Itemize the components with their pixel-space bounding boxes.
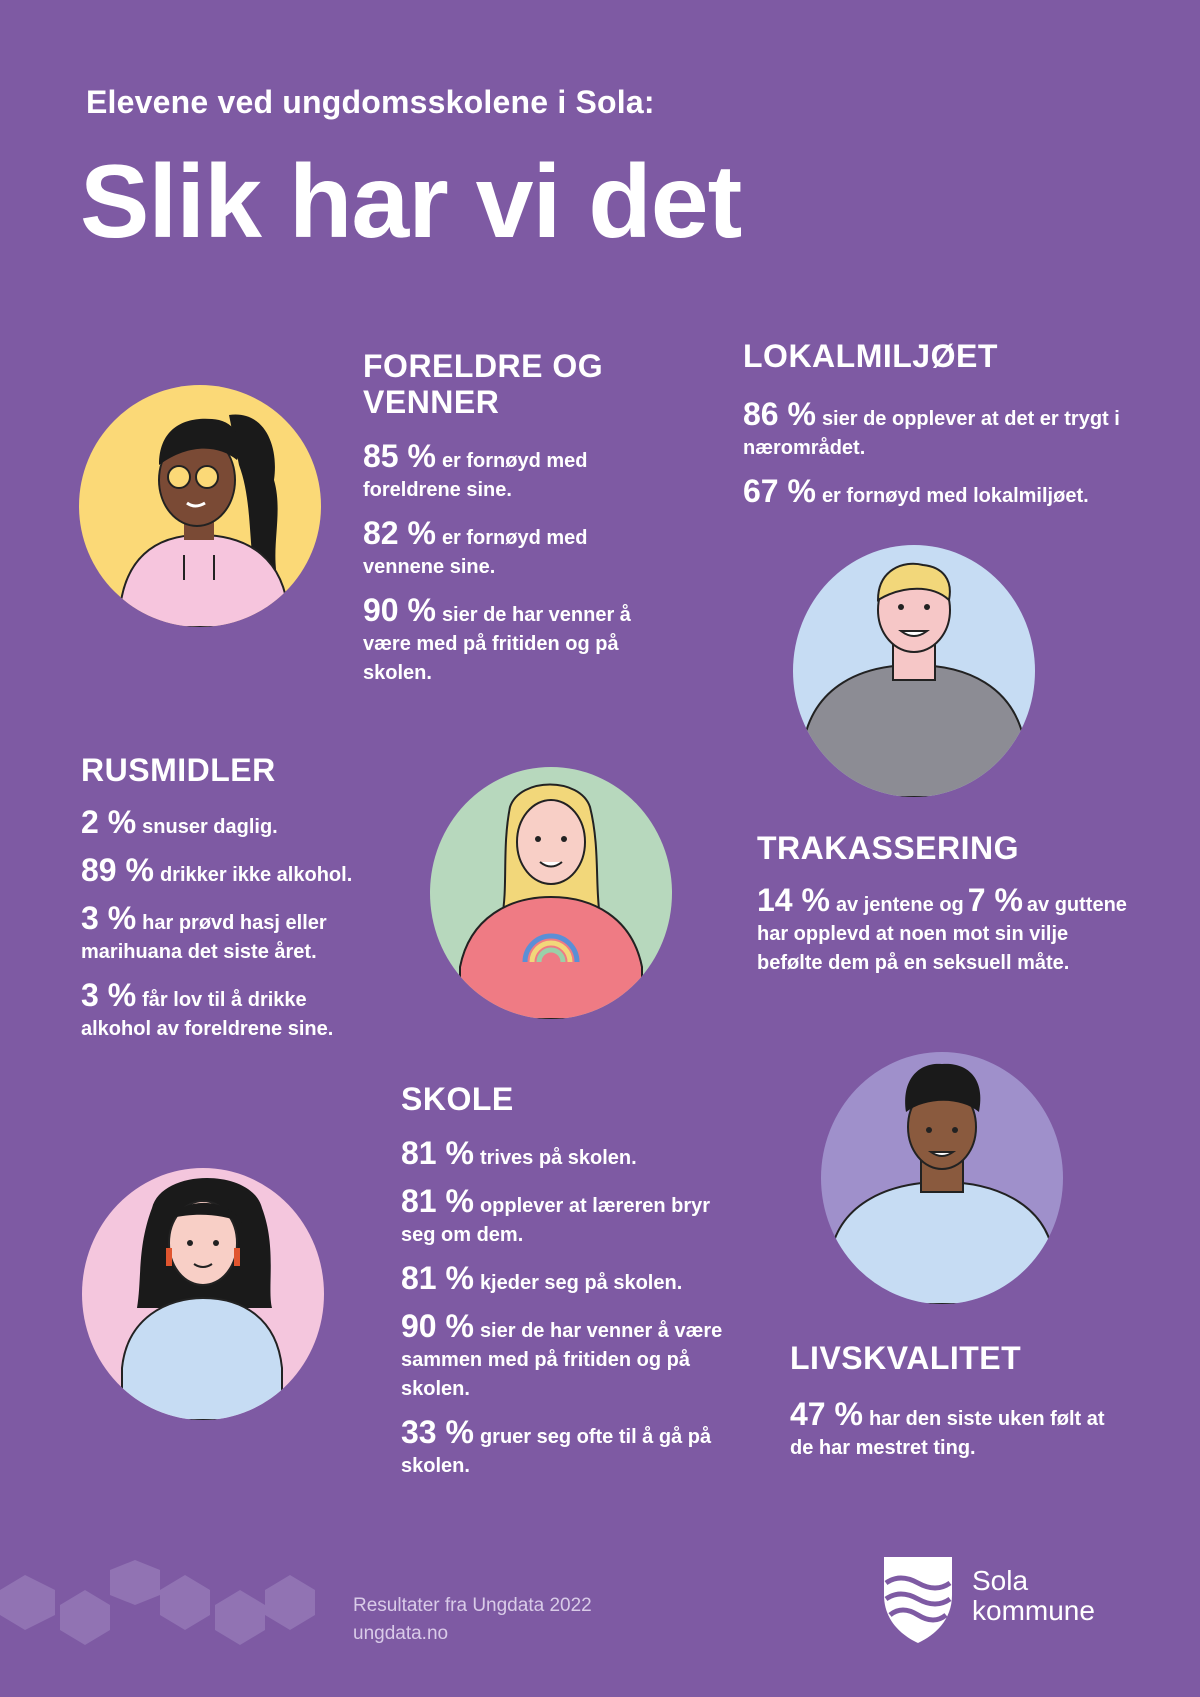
stat-item: 33 % gruer seg ofte til å gå på skolen.: [401, 1414, 712, 1477]
section-rusmidler: RUSMIDLER 2 % snuser daglig. 89 % drikker …: [81, 752, 401, 1044]
footer-source: Resultater fra Ungdata 2022 ungdata.no: [353, 1595, 592, 1644]
logo-text: Sola kommune: [972, 1565, 1095, 1626]
stat-item: 89 % drikker ikke alkohol.: [81, 852, 353, 888]
stat-item: 90 % sier de har venner å være med på fri…: [363, 592, 631, 684]
stat-item: 82 % er fornøyd med vennene sine.: [363, 515, 588, 578]
decorative-hex-pattern: [0, 1560, 330, 1675]
page-subtitle: Elevene ved ungdomsskolene i Sola:: [86, 84, 655, 120]
stat-item: 3 % har prøvd hasj eller marihuana det si…: [81, 900, 327, 963]
section-lokalmiljo: LOKALMILJØET 86 % sier de opplever at det…: [743, 338, 1143, 511]
stat-item: 81 % trives på skolen.: [401, 1135, 637, 1171]
stat-item: 81 % opplever at læreren bryr seg om dem.: [401, 1183, 711, 1246]
section-skole: SKOLE 81 % trives på skolen. 81 % opplever…: [401, 1081, 751, 1481]
section-heading: FORELDRE OG VENNER: [363, 348, 604, 420]
person-dark-hair-woman-icon: [82, 1168, 324, 1420]
stat-item: 14 % av jentene og 7 % av guttene har opple…: [757, 882, 1127, 974]
section-foreldre: FORELDRE OG VENNER 85 % er fornøyd med fo…: [363, 348, 693, 688]
section-heading: TRAKASSERING: [757, 830, 1020, 866]
section-trakassering: TRAKASSERING 14 % av jentene og 7 % av gutt…: [757, 830, 1127, 978]
person-sunglasses-icon: [79, 385, 321, 627]
page-title: Slik har vi det: [80, 144, 742, 260]
section-heading: RUSMIDLER: [81, 752, 276, 788]
section-heading: LIVSKVALITET: [790, 1340, 1022, 1376]
person-blond-woman-icon: [430, 767, 672, 1019]
section-livskvalitet: LIVSKVALITET 47 % har den siste uken følt…: [790, 1340, 1150, 1463]
stat-item: 67 % er fornøyd med lokalmiljøet.: [743, 473, 1089, 509]
stat-item: 86 % sier de opplever at det er trygt i n…: [743, 396, 1120, 459]
person-blond-man-icon: [793, 545, 1035, 797]
section-heading: SKOLE: [401, 1081, 514, 1117]
person-curly-hair-man-icon: [821, 1052, 1063, 1304]
stat-item: 47 % har den siste uken følt at de har me…: [790, 1396, 1105, 1459]
stat-item: 85 % er fornøyd med foreldrene sine.: [363, 438, 588, 501]
stat-item: 81 % kjeder seg på skolen.: [401, 1260, 683, 1296]
sola-shield-icon: [880, 1555, 956, 1645]
stat-item: 90 % sier de har venner å være sammen med…: [401, 1308, 723, 1400]
section-heading: LOKALMILJØET: [743, 338, 998, 374]
stat-item: 3 % får lov til å drikke alkohol av forel…: [81, 977, 334, 1040]
stat-item: 2 % snuser daglig.: [81, 804, 278, 840]
